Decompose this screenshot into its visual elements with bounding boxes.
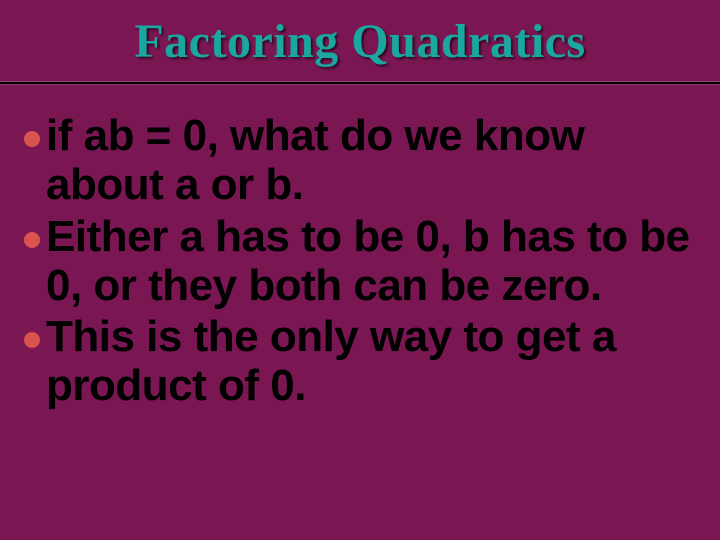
slide-body: if ab = 0, what do we know about a or b.… — [0, 87, 720, 411]
list-item: This is the only way to get a product of… — [24, 312, 700, 411]
bullet-icon — [24, 232, 40, 248]
list-item: Either a has to be 0, b has to be 0, or … — [24, 212, 700, 311]
bullet-icon — [24, 131, 40, 147]
list-item: if ab = 0, what do we know about a or b. — [24, 111, 700, 210]
slide-title: Factoring Quadratics — [134, 15, 585, 68]
bullet-icon — [24, 332, 40, 348]
bullet-text: This is the only way to get a product of… — [46, 312, 700, 411]
slide: Factoring Quadratics if ab = 0, what do … — [0, 0, 720, 540]
bullet-text: Either a has to be 0, b has to be 0, or … — [46, 212, 700, 311]
title-bar: Factoring Quadratics — [0, 0, 720, 79]
bullet-text: if ab = 0, what do we know about a or b. — [46, 111, 700, 210]
